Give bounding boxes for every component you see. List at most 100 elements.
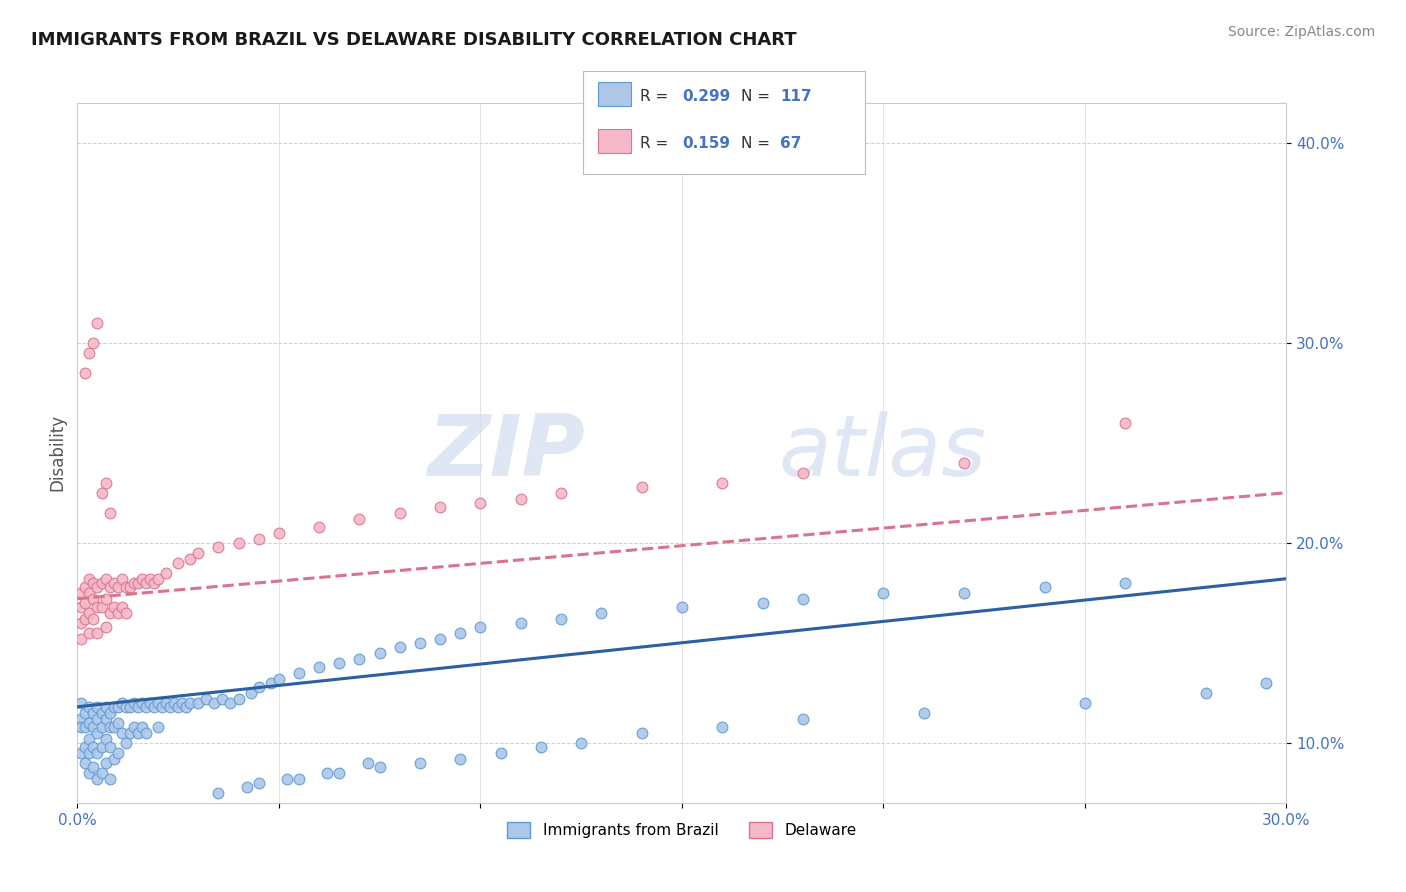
Point	[509, 491, 531, 506]
Point	[409, 636, 432, 650]
Point	[751, 596, 773, 610]
Text: 0.299: 0.299	[682, 88, 730, 103]
Point	[90, 720, 112, 734]
Point	[82, 575, 104, 590]
Point	[82, 612, 104, 626]
Point	[98, 606, 121, 620]
Point	[79, 625, 101, 640]
Point	[142, 699, 165, 714]
Point	[630, 726, 652, 740]
Point	[94, 572, 117, 586]
Point	[308, 519, 330, 533]
Point	[127, 699, 149, 714]
Point	[267, 525, 290, 540]
Point	[1114, 416, 1136, 430]
Text: R =: R =	[640, 88, 673, 103]
Point	[103, 599, 125, 614]
Point	[86, 772, 108, 786]
Point	[98, 580, 121, 594]
Point	[159, 699, 181, 714]
Point	[195, 691, 218, 706]
Point	[150, 699, 173, 714]
Point	[111, 726, 134, 740]
Point	[409, 756, 432, 770]
Point	[127, 575, 149, 590]
Point	[1074, 696, 1097, 710]
Text: atlas: atlas	[779, 411, 987, 494]
Point	[70, 599, 93, 614]
Point	[146, 720, 169, 734]
Point	[671, 599, 693, 614]
Point	[118, 726, 141, 740]
Point	[86, 746, 108, 760]
Point	[187, 696, 209, 710]
Point	[75, 366, 97, 380]
Point	[114, 606, 136, 620]
Point	[328, 765, 350, 780]
Point	[792, 591, 814, 606]
Text: 67: 67	[780, 136, 801, 151]
Point	[86, 699, 108, 714]
Point	[75, 720, 97, 734]
Text: 117: 117	[780, 88, 811, 103]
Point	[179, 551, 201, 566]
Point	[111, 599, 134, 614]
Point	[449, 625, 471, 640]
Point	[107, 699, 129, 714]
Point	[591, 606, 613, 620]
Point	[187, 546, 209, 560]
Point	[550, 485, 572, 500]
Point	[953, 456, 976, 470]
Text: Source: ZipAtlas.com: Source: ZipAtlas.com	[1227, 25, 1375, 39]
Point	[79, 765, 101, 780]
Point	[1195, 686, 1218, 700]
Point	[70, 746, 93, 760]
Point	[429, 500, 451, 514]
Point	[792, 466, 814, 480]
Point	[1114, 575, 1136, 590]
Point	[146, 572, 169, 586]
Point	[174, 699, 197, 714]
Point	[449, 752, 471, 766]
Point	[79, 572, 101, 586]
Point	[530, 739, 553, 754]
Point	[94, 591, 117, 606]
Point	[86, 599, 108, 614]
Point	[94, 731, 117, 746]
Point	[207, 540, 229, 554]
Point	[90, 485, 112, 500]
Point	[90, 575, 112, 590]
Point	[316, 765, 339, 780]
Point	[70, 586, 93, 600]
Point	[86, 316, 108, 330]
Text: 0.159: 0.159	[682, 136, 730, 151]
Point	[114, 699, 136, 714]
Point	[211, 691, 233, 706]
Point	[90, 706, 112, 720]
Point	[139, 572, 162, 586]
Point	[388, 640, 411, 654]
Point	[75, 756, 97, 770]
Point	[569, 736, 592, 750]
Point	[368, 760, 391, 774]
Point	[103, 575, 125, 590]
Point	[172, 696, 194, 710]
Y-axis label: Disability: Disability	[48, 414, 66, 491]
Point	[288, 772, 311, 786]
Point	[107, 580, 129, 594]
Point	[155, 566, 177, 580]
Point	[247, 680, 270, 694]
Point	[90, 765, 112, 780]
Point	[107, 606, 129, 620]
Point	[98, 506, 121, 520]
Point	[356, 756, 378, 770]
Point	[349, 652, 371, 666]
Point	[107, 715, 129, 730]
Text: N =: N =	[741, 88, 775, 103]
Point	[202, 696, 225, 710]
Point	[155, 696, 177, 710]
Point	[228, 691, 250, 706]
Point	[630, 480, 652, 494]
Point	[276, 772, 298, 786]
Point	[142, 575, 165, 590]
